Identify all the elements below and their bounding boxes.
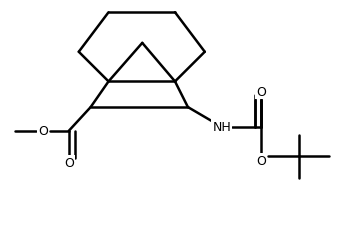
Text: NH: NH xyxy=(212,121,231,134)
Text: O: O xyxy=(64,156,74,169)
Text: O: O xyxy=(256,154,266,167)
Text: O: O xyxy=(38,125,48,138)
Text: O: O xyxy=(256,85,266,98)
